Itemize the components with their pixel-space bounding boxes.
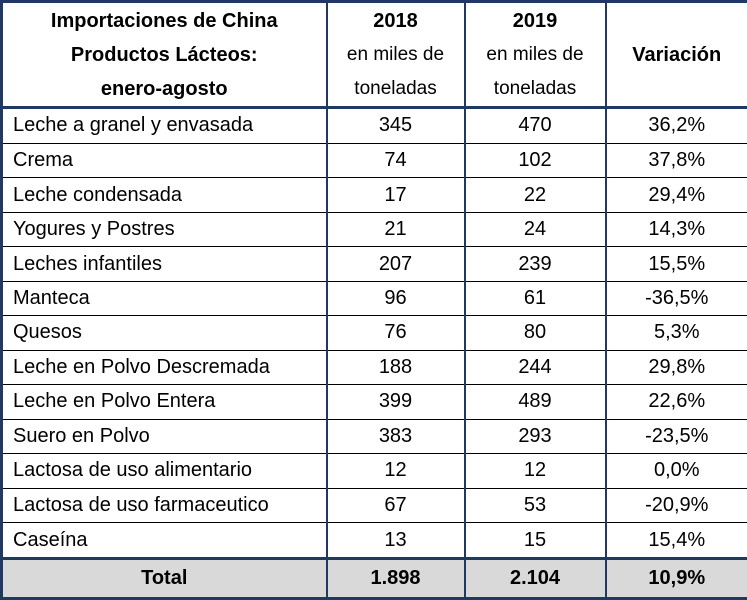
value-2018-cell: 96 [325, 280, 466, 317]
variation-cell: 14,3% [604, 211, 747, 248]
header-product: Importaciones de China Productos Lácteos… [0, 0, 328, 109]
product-cell: Manteca [0, 280, 328, 317]
header-2019-unit-2: toneladas [493, 77, 577, 99]
header-row: Importaciones de China Productos Lácteos… [0, 0, 747, 109]
value-2019-cell: 61 [463, 280, 607, 317]
product-cell: Leches infantiles [0, 246, 328, 282]
table-row: Lactosa de uso farmaceutico 67 53 -20,9% [0, 487, 747, 524]
value-2018-cell: 21 [325, 211, 466, 248]
variation-cell: 36,2% [604, 107, 747, 144]
table-row: Crema 74 102 37,8% [0, 142, 747, 179]
table-row: Leche en Polvo Descremada 188 244 29,8% [0, 349, 747, 386]
value-2019-cell: 489 [463, 384, 607, 420]
variation-cell: 15,4% [604, 522, 747, 559]
table-row: Leches infantiles 207 239 15,5% [0, 246, 747, 282]
product-cell: Caseína [0, 522, 328, 559]
header-2019-year: 2019 [512, 9, 558, 32]
total-row: Total 1.898 2.104 10,9% [0, 557, 747, 600]
header-2018-unit-2: toneladas [354, 77, 437, 99]
value-2018-cell: 12 [325, 453, 466, 489]
value-2018-cell: 74 [325, 142, 466, 179]
value-2019-cell: 293 [463, 418, 607, 455]
variation-cell: 22,6% [604, 384, 747, 420]
value-2018-cell: 383 [325, 418, 466, 455]
product-cell: Quesos [0, 315, 328, 351]
header-2018: 2018 en miles de toneladas [325, 0, 466, 109]
table-row: Manteca 96 61 -36,5% [0, 280, 747, 317]
value-2018-cell: 13 [325, 522, 466, 559]
table-row: Yogures y Postres 21 24 14,3% [0, 211, 747, 248]
product-cell: Leche a granel y envasada [0, 107, 328, 144]
value-2019-cell: 239 [463, 246, 607, 282]
value-2019-cell: 244 [463, 349, 607, 386]
total-2019-cell: 2.104 [463, 557, 607, 600]
value-2019-cell: 15 [463, 522, 607, 559]
header-2019: 2019 en miles de toneladas [463, 0, 607, 109]
value-2019-cell: 12 [463, 453, 607, 489]
table-row: Leche a granel y envasada 345 470 36,2% [0, 107, 747, 144]
header-2018-year: 2018 [373, 9, 418, 32]
variation-cell: 15,5% [604, 246, 747, 282]
product-cell: Leche en Polvo Entera [0, 384, 328, 420]
total-2018-cell: 1.898 [325, 557, 466, 600]
table-row: Leche en Polvo Entera 399 489 22,6% [0, 384, 747, 420]
value-2019-cell: 470 [463, 107, 607, 144]
product-cell: Suero en Polvo [0, 418, 328, 455]
table-row: Caseína 13 15 15,4% [0, 522, 747, 559]
variation-cell: -20,9% [604, 487, 747, 524]
product-cell: Yogures y Postres [0, 211, 328, 248]
value-2018-cell: 207 [325, 246, 466, 282]
value-2019-cell: 24 [463, 211, 607, 248]
value-2018-cell: 345 [325, 107, 466, 144]
table-row: Quesos 76 80 5,3% [0, 315, 747, 351]
variation-cell: 29,4% [604, 177, 747, 213]
product-cell: Lactosa de uso alimentario [0, 453, 328, 489]
table-row: Leche condensada 17 22 29,4% [0, 177, 747, 213]
value-2019-cell: 22 [463, 177, 607, 213]
value-2018-cell: 399 [325, 384, 466, 420]
variation-cell: -36,5% [604, 280, 747, 317]
header-title-line-2: Productos Lácteos: [70, 43, 258, 66]
value-2018-cell: 67 [325, 487, 466, 524]
header-2018-unit-1: en miles de [346, 43, 445, 65]
header-title-line-3: enero-agosto [100, 77, 228, 100]
variation-cell: 5,3% [604, 315, 747, 351]
table-row: Lactosa de uso alimentario 12 12 0,0% [0, 453, 747, 489]
product-cell: Crema [0, 142, 328, 179]
header-variacion: Variación [604, 0, 747, 109]
total-variacion-cell: 10,9% [604, 557, 747, 600]
header-variacion-label: Variación [632, 43, 722, 66]
product-cell: Leche condensada [0, 177, 328, 213]
header-title-line-1: Importaciones de China [50, 9, 278, 32]
value-2018-cell: 76 [325, 315, 466, 351]
variation-cell: 29,8% [604, 349, 747, 386]
value-2019-cell: 102 [463, 142, 607, 179]
variation-cell: 37,8% [604, 142, 747, 179]
variation-cell: -23,5% [604, 418, 747, 455]
value-2018-cell: 17 [325, 177, 466, 213]
product-cell: Leche en Polvo Descremada [0, 349, 328, 386]
total-label-cell: Total [0, 557, 328, 600]
value-2019-cell: 80 [463, 315, 607, 351]
table-row: Suero en Polvo 383 293 -23,5% [0, 418, 747, 455]
product-cell: Lactosa de uso farmaceutico [0, 487, 328, 524]
value-2018-cell: 188 [325, 349, 466, 386]
variation-cell: 0,0% [604, 453, 747, 489]
value-2019-cell: 53 [463, 487, 607, 524]
header-2019-unit-1: en miles de [486, 43, 584, 65]
